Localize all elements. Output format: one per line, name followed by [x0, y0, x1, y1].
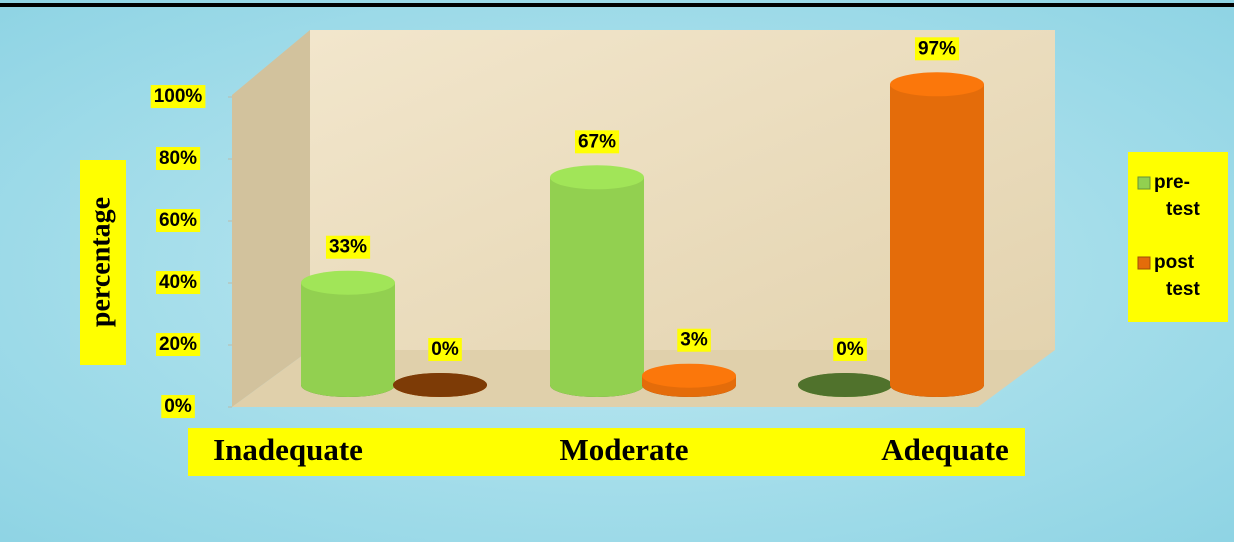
y-tick-label: 80% [159, 148, 197, 169]
data-label: 67% [578, 131, 616, 152]
y-tick-label-bg [155, 209, 201, 233]
data-label: 3% [680, 330, 708, 351]
y-tick-label-bg [155, 147, 201, 171]
data-label-bg [428, 338, 462, 362]
y-tick-label: 40% [159, 272, 197, 293]
legend-swatch [1137, 176, 1151, 190]
cylinder-top [642, 363, 736, 388]
y-axis-label: percentage [85, 197, 116, 327]
legend-label: post test [1154, 252, 1200, 300]
x-tick-label: Moderate [559, 432, 688, 467]
x-tick-label: Inadequate [213, 432, 363, 467]
cylinder [550, 165, 644, 397]
cylinder-top [890, 72, 984, 97]
cylinder-top [550, 165, 644, 190]
bar [301, 282, 395, 397]
data-label-bg [325, 235, 371, 259]
cylinder-top [798, 373, 892, 397]
cylinder [798, 373, 892, 397]
y-tick-label: 0% [164, 396, 192, 417]
y-tick-label-bg [155, 333, 201, 357]
legend-label: pre-test [1154, 172, 1200, 220]
y-tick-label-bg [155, 271, 201, 295]
data-label: 0% [836, 339, 864, 360]
category-band [188, 428, 1025, 476]
y-tick-label: 20% [159, 334, 197, 355]
top-rule [0, 3, 1234, 7]
data-label-bg [677, 328, 711, 352]
x-tick-label: Adequate [881, 432, 1008, 467]
data-label-bg [574, 130, 620, 154]
data-label-bg [833, 338, 867, 362]
legend-line: test [1166, 279, 1200, 300]
back-wall [310, 30, 1055, 350]
legend-swatch [1137, 256, 1151, 270]
data-label: 0% [431, 339, 459, 360]
cylinder [393, 373, 487, 397]
data-label: 33% [329, 237, 367, 258]
data-label-bg [914, 37, 960, 61]
data-label: 97% [918, 38, 956, 59]
legend-line: post [1154, 252, 1195, 273]
legend-line: pre- [1154, 172, 1190, 193]
y-tick-label: 100% [154, 86, 203, 107]
cylinder [301, 270, 395, 397]
ylabel-bg [80, 160, 126, 365]
y-tick-label-bg [161, 395, 195, 419]
side-wall [232, 30, 310, 407]
legend-line: test [1166, 199, 1200, 220]
bar [890, 84, 984, 398]
y-tick-label: 60% [159, 210, 197, 231]
cylinder-top [301, 270, 395, 295]
bar [550, 177, 644, 397]
y-tick-label-bg [150, 85, 206, 109]
cylinder-top [393, 373, 487, 397]
cylinder [642, 363, 736, 397]
cylinder [890, 72, 984, 398]
